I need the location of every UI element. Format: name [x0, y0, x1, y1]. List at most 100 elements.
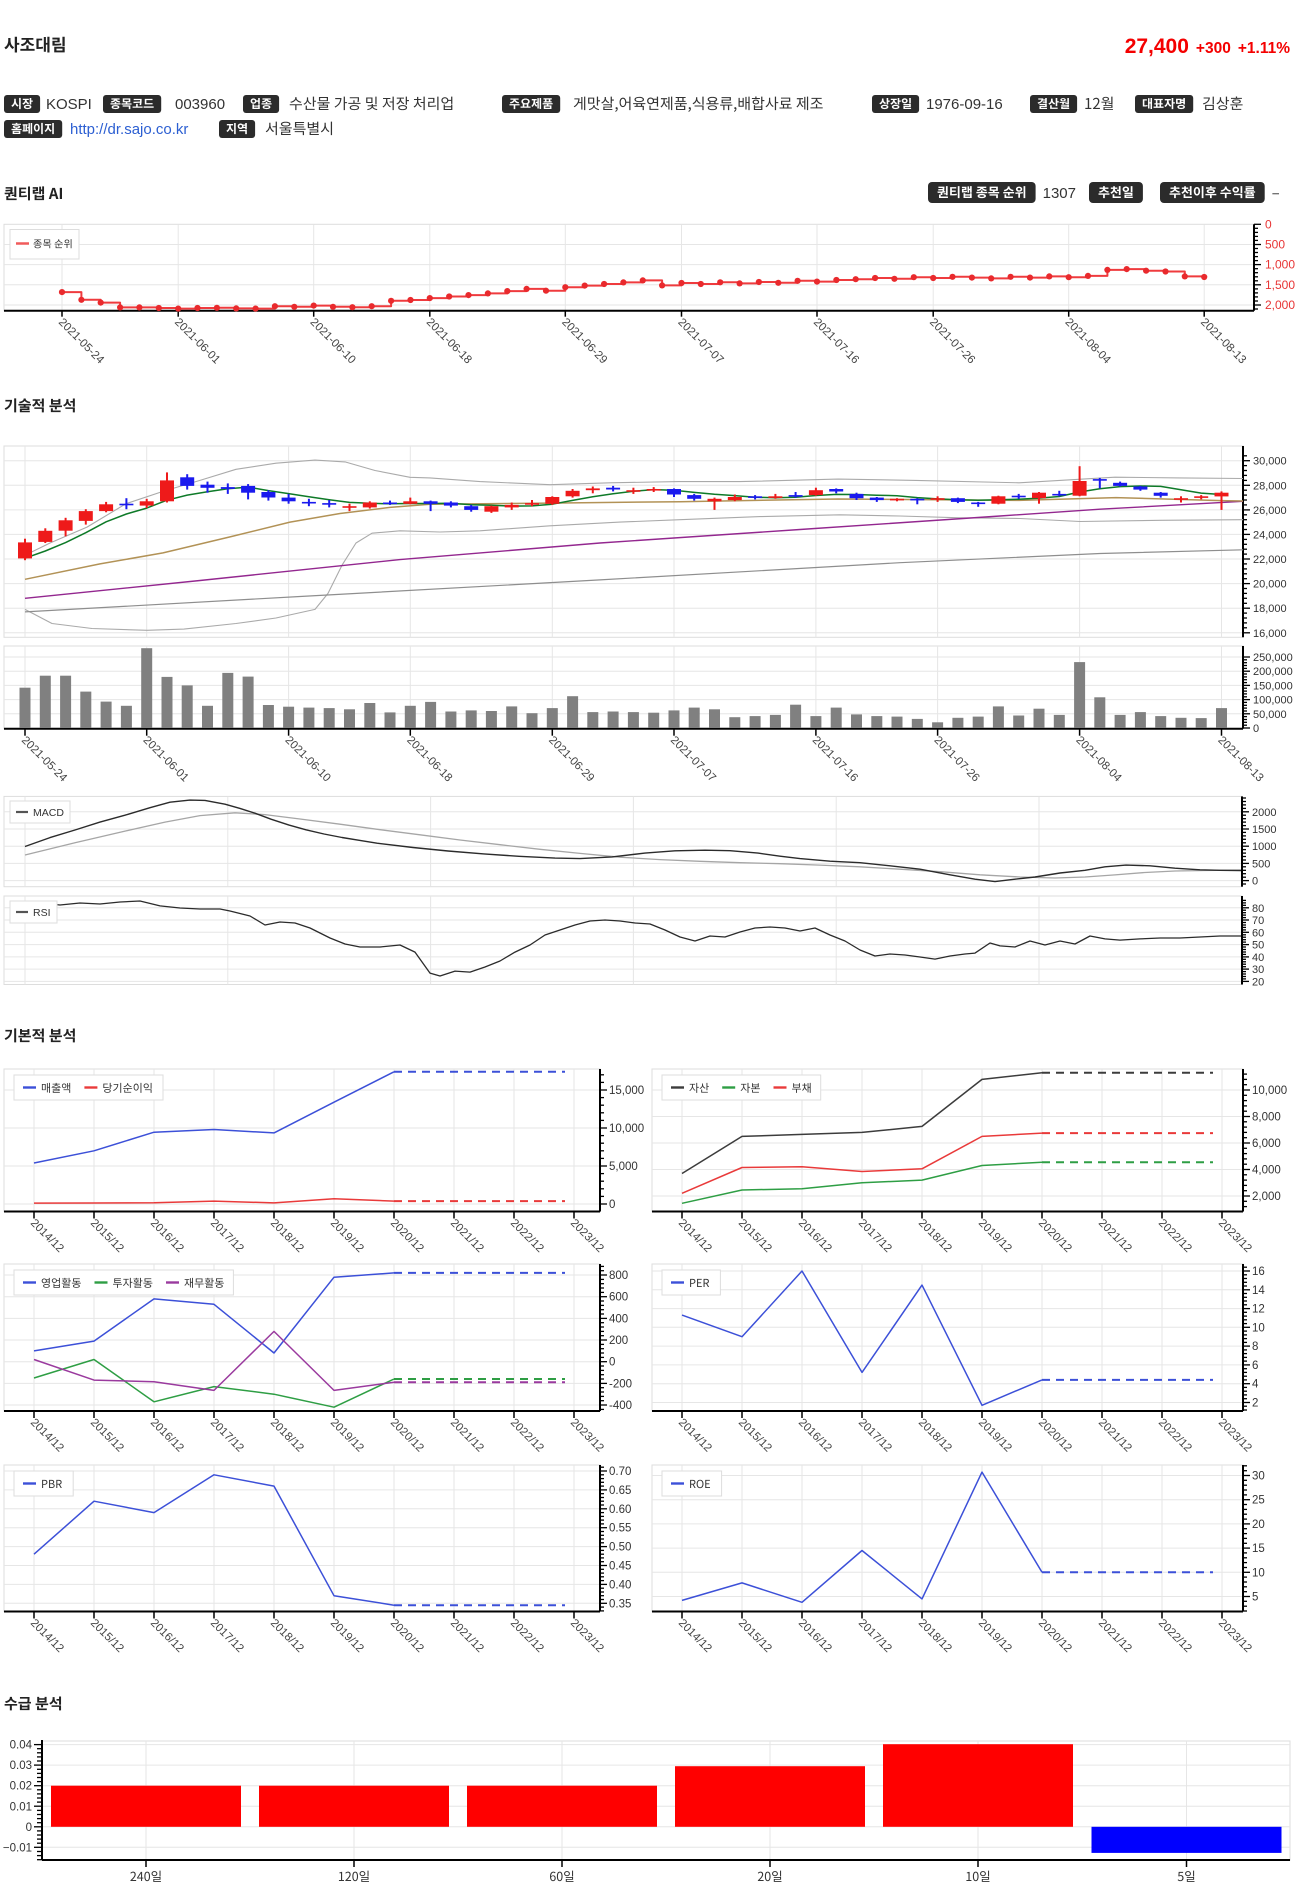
svg-text:2017/12: 2017/12 [856, 1417, 894, 1455]
svg-text:2020/12: 2020/12 [388, 1417, 426, 1455]
svg-text:14: 14 [1252, 1285, 1265, 1297]
svg-text:1,500: 1,500 [1265, 278, 1295, 292]
svg-text:2014/12: 2014/12 [676, 1417, 714, 1455]
svg-text:1976-09-16: 1976-09-16 [926, 96, 1003, 113]
svg-text:25: 25 [1252, 1495, 1265, 1507]
svg-text:4,000: 4,000 [1252, 1165, 1281, 1177]
svg-text:80: 80 [1252, 903, 1264, 915]
svg-text:2021/12: 2021/12 [448, 1417, 486, 1455]
svg-text:2021-06-18: 2021-06-18 [404, 734, 454, 784]
svg-text:-400: -400 [609, 1400, 632, 1412]
svg-text:2020/12: 2020/12 [388, 1617, 426, 1655]
svg-text:6,000: 6,000 [1252, 1138, 1281, 1150]
svg-text:2021-07-16: 2021-07-16 [811, 316, 861, 366]
svg-text:2017/12: 2017/12 [856, 1617, 894, 1655]
svg-text:2015/12: 2015/12 [736, 1217, 774, 1255]
svg-text:600: 600 [609, 1292, 628, 1304]
svg-text:27,400+300+1.11%: 27,400 +300 +1.11% [1125, 35, 1291, 58]
svg-text:2021-08-04: 2021-08-04 [1063, 316, 1114, 367]
svg-text:2019/12: 2019/12 [328, 1417, 366, 1455]
svg-text:40: 40 [1252, 952, 1264, 964]
svg-text:18,000: 18,000 [1253, 603, 1287, 615]
svg-text:RSI: RSI [33, 907, 51, 919]
svg-text:2021/12: 2021/12 [1096, 1217, 1134, 1255]
svg-text:2020/12: 2020/12 [1036, 1417, 1074, 1455]
svg-text:2021/12: 2021/12 [448, 1217, 486, 1255]
svg-text:0: 0 [1253, 723, 1259, 735]
svg-text:http://dr.sajo.co.kr: http://dr.sajo.co.kr [70, 121, 188, 138]
svg-text:24,000: 24,000 [1253, 529, 1287, 541]
svg-text:2021-07-16: 2021-07-16 [810, 734, 860, 784]
svg-text:2015/12: 2015/12 [736, 1617, 774, 1655]
svg-text:2016/12: 2016/12 [148, 1617, 186, 1655]
svg-text:16,000: 16,000 [1253, 628, 1287, 640]
svg-text:MACD: MACD [33, 807, 64, 819]
svg-text:0.01: 0.01 [10, 1801, 32, 1813]
svg-text:15: 15 [1252, 1543, 1265, 1555]
svg-text:2019/12: 2019/12 [976, 1417, 1014, 1455]
svg-text:20,000: 20,000 [1253, 579, 1287, 591]
svg-text:2000: 2000 [1252, 807, 1276, 819]
svg-text:2015/12: 2015/12 [88, 1417, 126, 1455]
svg-text:2019/12: 2019/12 [328, 1217, 366, 1255]
svg-text:1000: 1000 [1252, 841, 1276, 853]
svg-text:0.03: 0.03 [10, 1760, 32, 1772]
svg-text:60: 60 [1252, 927, 1264, 939]
svg-text:2016/12: 2016/12 [148, 1217, 186, 1255]
svg-text:100,000: 100,000 [1253, 695, 1293, 707]
svg-text:2021-05-24: 2021-05-24 [19, 734, 70, 785]
svg-text:2015/12: 2015/12 [736, 1417, 774, 1455]
svg-text:2020/12: 2020/12 [1036, 1617, 1074, 1655]
svg-text:2021-07-26: 2021-07-26 [931, 734, 981, 784]
svg-text:8: 8 [1252, 1341, 1258, 1353]
svg-text:10,000: 10,000 [1252, 1085, 1287, 1097]
svg-text:2016/12: 2016/12 [796, 1617, 834, 1655]
svg-text:0.40: 0.40 [609, 1579, 631, 1591]
svg-text:2021-06-10: 2021-06-10 [283, 734, 333, 784]
svg-text:2017/12: 2017/12 [208, 1217, 246, 1255]
svg-text:2018/12: 2018/12 [916, 1217, 954, 1255]
svg-text:5: 5 [1252, 1592, 1258, 1604]
svg-text:2019/12: 2019/12 [976, 1617, 1014, 1655]
svg-text:2023/12: 2023/12 [568, 1417, 606, 1455]
svg-text:30: 30 [1252, 1471, 1265, 1483]
svg-text:2017/12: 2017/12 [856, 1217, 894, 1255]
svg-text:20: 20 [1252, 976, 1264, 988]
svg-text:4: 4 [1252, 1379, 1259, 1391]
svg-text:0.70: 0.70 [609, 1466, 631, 1478]
svg-text:26,000: 26,000 [1253, 505, 1287, 517]
svg-text:250,000: 250,000 [1253, 652, 1293, 664]
svg-text:2018/12: 2018/12 [268, 1217, 306, 1255]
svg-text:20: 20 [1252, 1519, 1265, 1531]
svg-text:2022/12: 2022/12 [508, 1417, 546, 1455]
svg-text:22,000: 22,000 [1253, 554, 1287, 566]
svg-text:2023/12: 2023/12 [1216, 1617, 1254, 1655]
svg-text:2023/12: 2023/12 [1216, 1417, 1254, 1455]
svg-text:2016/12: 2016/12 [796, 1217, 834, 1255]
svg-text:800: 800 [609, 1270, 628, 1282]
svg-text:28,000: 28,000 [1253, 480, 1287, 492]
svg-text:2018/12: 2018/12 [268, 1617, 306, 1655]
svg-text:0: 0 [26, 1822, 32, 1834]
svg-text:2021-06-29: 2021-06-29 [559, 316, 609, 366]
svg-text:30,000: 30,000 [1253, 456, 1287, 468]
svg-text:10: 10 [1252, 1567, 1265, 1579]
svg-text:2022/12: 2022/12 [508, 1617, 546, 1655]
svg-text:2019/12: 2019/12 [976, 1217, 1014, 1255]
svg-text:200: 200 [609, 1335, 628, 1347]
svg-text:200,000: 200,000 [1253, 666, 1293, 678]
svg-text:2: 2 [1252, 1397, 1258, 1409]
svg-text:2021-08-13: 2021-08-13 [1215, 734, 1265, 784]
svg-text:150,000: 150,000 [1253, 680, 1293, 692]
svg-text:2021-08-04: 2021-08-04 [1073, 734, 1124, 785]
svg-text:0.02: 0.02 [10, 1781, 32, 1793]
svg-text:2015/12: 2015/12 [88, 1617, 126, 1655]
svg-text:2021/12: 2021/12 [1096, 1417, 1134, 1455]
svg-text:8,000: 8,000 [1252, 1112, 1281, 1124]
svg-text:0.45: 0.45 [609, 1561, 631, 1573]
svg-text:2016/12: 2016/12 [148, 1417, 186, 1455]
svg-text:0.50: 0.50 [609, 1542, 631, 1554]
svg-text:2022/12: 2022/12 [1156, 1417, 1194, 1455]
svg-text:2014/12: 2014/12 [28, 1617, 66, 1655]
svg-text:50: 50 [1252, 940, 1264, 952]
